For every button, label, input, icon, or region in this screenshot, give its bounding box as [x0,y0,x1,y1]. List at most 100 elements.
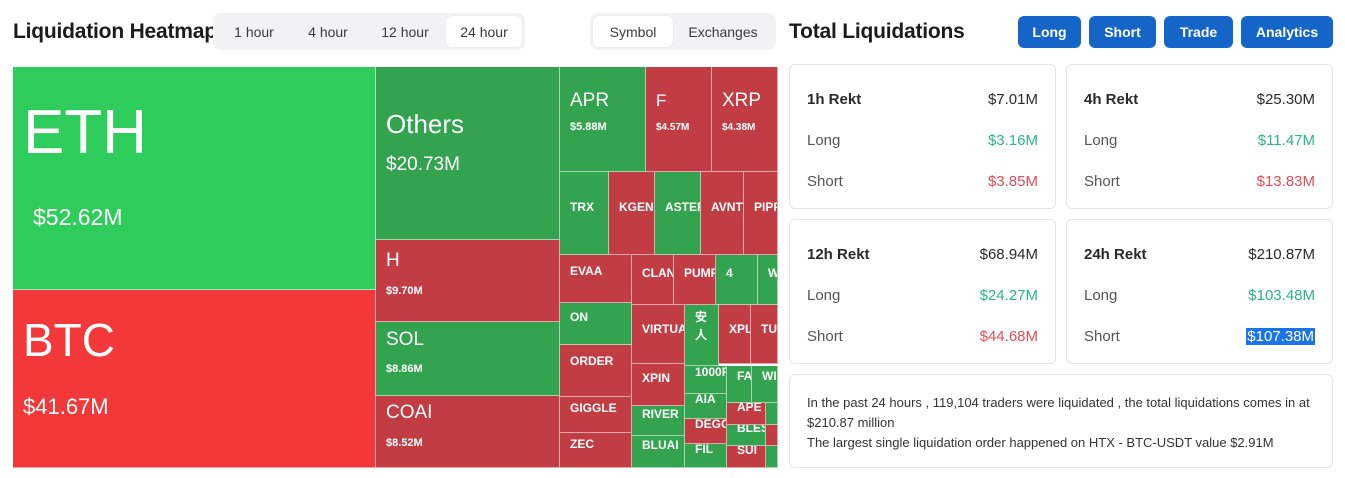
tile-symbol: TUT [761,322,777,337]
heatmap-tile-aster[interactable]: ASTER [655,172,701,255]
heatmap-tile-small-41[interactable] [766,446,778,468]
tile-symbol: XRP [722,89,762,111]
view-tabs: Symbol Exchanges [590,13,776,50]
heatmap-tile-river[interactable]: RIVER [632,406,685,436]
heatmap-tile-4[interactable]: 4 [716,255,758,305]
long-value: $11.47M [1257,131,1315,149]
heatmap-tile-f[interactable]: F $4.57M [646,67,712,172]
short-label: Short [807,327,843,345]
tile-symbol: EVAA [570,264,603,279]
tile-value: $9.70M [386,284,423,297]
tile-symbol: PIPPIN [754,200,777,215]
heatmap-tile-zec[interactable]: ZEC [560,433,632,468]
heatmap-tile-aia[interactable]: AIA [685,394,727,419]
heatmap-tile-on[interactable]: ON [560,303,632,345]
tile-symbol: TRX [570,200,594,215]
tab-24-hour[interactable]: 24 hour [446,16,522,47]
tile-value: $4.57M [656,121,690,133]
trade-button[interactable]: Trade [1164,16,1233,48]
tile-symbol: COAI [386,401,433,423]
time-range-tabs: 1 hour 4 hour 12 hour 24 hour [213,13,525,50]
tab-symbol[interactable]: Symbol [593,16,673,47]
short-value: $13.83M [1256,172,1315,190]
analytics-button[interactable]: Analytics [1241,16,1333,48]
short-value-selected[interactable]: $107.38M [1246,327,1315,345]
tile-symbol: XPL [729,322,751,337]
heatmap-tile-pump[interactable]: PUMP [674,255,716,305]
long-label: Long [807,131,841,149]
liquidation-heatmap: ETH $52.62M BTC $41.67M Others $20.73M H $9.70M… [13,67,778,468]
heatmap-tile-xpl[interactable]: XPL [719,305,751,364]
tile-symbol: ON [570,310,588,325]
tile-symbol: KGEN [619,200,654,215]
short-value: $44.68M [979,327,1038,345]
heatmap-tile-xrp[interactable]: XRP $4.38M [712,67,778,172]
long-value: $3.16M [987,131,1038,149]
tab-1-hour[interactable]: 1 hour [234,23,274,40]
heatmap-tile-others[interactable]: Others $20.73M [376,67,560,240]
heatmap-tile-avnt[interactable]: AVNT [701,172,744,255]
short-button[interactable]: Short [1089,16,1156,48]
heatmap-tile-fil[interactable]: FIL [685,444,727,468]
tile-value: $41.67M [23,393,109,419]
long-label: Long [1084,286,1118,304]
tile-symbol: ZEC [570,437,594,452]
heatmap-tile-1000pepe[interactable]: 1000PEPE [685,366,727,394]
tab-exchanges[interactable]: Exchanges [688,23,758,40]
heatmap-tile-coai[interactable]: COAI $8.52M [376,396,560,468]
heatmap-tile-trx[interactable]: TRX [560,172,609,255]
heatmap-tile-xpin[interactable]: XPIN [632,364,685,406]
heatmap-tile-ape[interactable]: APE [727,403,766,425]
heatmap-tile-bluai[interactable]: BLUAI [632,436,685,468]
tile-value: $52.62M [33,204,123,231]
heatmap-tile-wif[interactable]: WIF [752,366,778,403]
tile-symbol: H [386,249,400,271]
heatmap-tile-apr[interactable]: APR $5.88M [560,67,646,172]
heatmap-tile-order[interactable]: ORDER [560,345,632,397]
card-label: 1h Rekt [807,90,862,108]
tile-symbol: CLANKER [642,266,673,281]
heatmap-tile-evaa[interactable]: EVAA [560,255,632,303]
short-label: Short [807,172,843,190]
heatmap-tile-wld[interactable]: WLD [758,255,778,305]
tile-symbol: GIGGLE [570,401,617,416]
liquidation-summary: In the past 24 hours , 119,104 traders w… [789,374,1333,468]
tile-symbol: FIL [695,444,713,457]
long-value: $24.27M [979,286,1038,304]
short-label: Short [1084,327,1120,345]
short-label: Short [1084,172,1120,190]
heatmap-tile-bless[interactable]: BLESS [727,425,766,446]
heatmap-tile-sol[interactable]: SOL $8.86M [376,322,560,396]
heatmap-tile-h[interactable]: H $9.70M [376,240,560,322]
tile-symbol: 4 [726,266,733,281]
tab-4-hour[interactable]: 4 hour [308,23,348,40]
heatmap-tile-kgen[interactable]: KGEN [609,172,655,255]
heatmap-tile-btc[interactable]: BTC $41.67M [13,290,376,468]
tile-symbol: VIRTUAL [642,322,684,337]
tile-symbol: ASTER [665,200,700,215]
heatmap-tile-eth[interactable]: ETH $52.62M [13,67,376,290]
card-label: 4h Rekt [1084,90,1139,108]
heatmap-tile-clanker[interactable]: CLANKER [632,255,674,305]
tile-symbol: Others [386,108,465,139]
heatmap-tile-small-39[interactable] [766,403,778,425]
heatmap-tile-tut[interactable]: TUT [751,305,778,364]
heatmap-tile-giggle[interactable]: GIGGLE [560,397,632,433]
tile-value: $5.88M [570,120,607,133]
total-liquidations-title: Total Liquidations [789,20,965,43]
heatmap-tile-pippin[interactable]: PIPPIN [744,172,778,255]
tile-symbol: F [656,90,667,110]
tile-symbol: RIVER [642,407,679,422]
heatmap-tile-fartcoin[interactable]: FARTCOIN [727,366,752,403]
tile-symbol: DEGO [695,419,727,432]
tile-symbol: SOL [386,328,425,350]
long-button[interactable]: Long [1018,16,1081,48]
heatmap-tile--[interactable]: 安人 [685,305,719,366]
heatmap-tile-sui[interactable]: SUI [727,446,766,468]
heatmap-tile-small-40[interactable] [766,425,778,446]
card-12h-rekt: 12h Rekt $68.94M Long $24.27M Short $44.68M [789,219,1056,364]
tab-12-hour[interactable]: 12 hour [381,23,429,40]
heatmap-tile-dego[interactable]: DEGO [685,419,727,444]
card-4h-rekt: 4h Rekt $25.30M Long $11.47M Short $13.83M [1066,64,1333,209]
heatmap-tile-virtual[interactable]: VIRTUAL [632,305,685,364]
